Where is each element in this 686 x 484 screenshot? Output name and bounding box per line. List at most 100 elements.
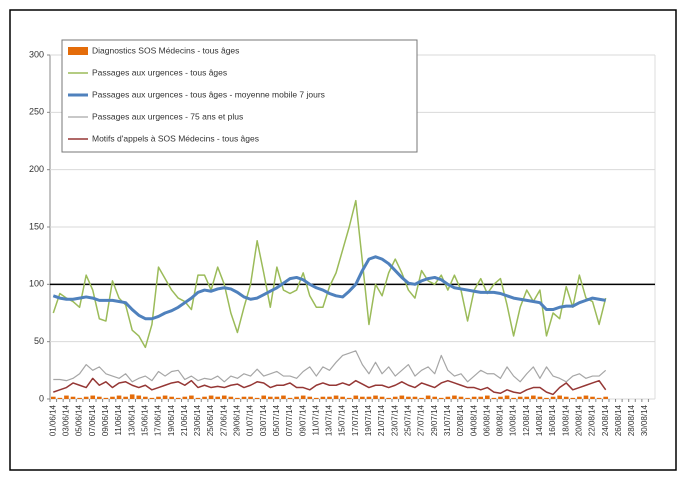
bar (458, 396, 464, 399)
bar (471, 396, 477, 399)
bar (577, 396, 582, 399)
bar (583, 395, 589, 399)
x-tick-label: 17/07/14 (351, 404, 360, 436)
bar (531, 395, 536, 399)
x-tick-label: 22/08/14 (588, 404, 597, 436)
bar (373, 395, 378, 399)
bar (419, 397, 424, 399)
bar (274, 396, 280, 399)
bar (406, 396, 411, 399)
bar (491, 397, 497, 399)
bar (432, 396, 438, 399)
line (53, 350, 607, 383)
bar (57, 397, 63, 399)
bar (294, 396, 299, 399)
bar (445, 396, 451, 399)
y-tick-label: 0 (39, 393, 44, 403)
bar (281, 395, 286, 399)
bar (511, 397, 516, 399)
bar (438, 397, 444, 399)
bar (70, 396, 76, 399)
bar (215, 396, 220, 399)
bar (340, 396, 345, 399)
x-tick-label: 20/08/14 (574, 404, 583, 436)
bar (123, 396, 128, 399)
y-tick-label: 300 (29, 49, 44, 59)
x-tick-label: 31/07/14 (443, 404, 452, 436)
bar (524, 396, 530, 399)
legend-label: Passages aux urgences - tous âges - moye… (92, 89, 325, 99)
x-tick-label: 12/08/14 (522, 404, 531, 436)
bar (129, 394, 135, 399)
x-tick-label: 15/06/14 (140, 404, 149, 436)
bar (603, 396, 608, 399)
bar (136, 395, 142, 399)
bar (208, 395, 214, 399)
bar (465, 397, 470, 399)
bar (267, 396, 273, 399)
x-tick-label: 27/07/14 (417, 404, 426, 436)
x-tick-label: 23/07/14 (390, 404, 399, 436)
bar (563, 396, 569, 399)
x-tick-label: 14/08/14 (535, 404, 544, 436)
bar (195, 397, 201, 399)
y-tick-label: 250 (29, 107, 44, 117)
line (53, 377, 607, 396)
bar (143, 396, 148, 399)
bar (544, 397, 549, 399)
bar (307, 396, 313, 399)
bar (557, 395, 562, 399)
bar (392, 396, 398, 399)
x-tick-label: 19/06/14 (167, 404, 176, 436)
bar (116, 395, 122, 399)
bar (550, 396, 556, 399)
bar (221, 395, 227, 399)
bar (50, 396, 56, 399)
line (52, 199, 607, 349)
x-tick-label: 10/08/14 (509, 404, 518, 436)
bar (97, 396, 102, 399)
bar (498, 396, 503, 399)
bar (162, 395, 168, 399)
x-tick-label: 01/06/14 (48, 404, 57, 436)
legend: Diagnostics SOS Médecins - tous âges Pass… (61, 39, 418, 153)
bar (64, 395, 69, 399)
bar (300, 395, 306, 399)
bar (386, 397, 391, 399)
y-tick-label: 100 (29, 279, 44, 289)
bar (360, 396, 365, 399)
bar (149, 397, 155, 399)
bar (353, 395, 359, 399)
x-tick-label: 11/06/14 (114, 404, 123, 435)
bar (399, 395, 405, 399)
y-tick-label: 200 (29, 164, 44, 174)
x-tick-label: 05/06/14 (75, 404, 84, 436)
bar (590, 396, 595, 399)
bar (504, 395, 510, 399)
x-tick-label: 07/06/14 (88, 404, 97, 436)
x-tick-label: 29/06/14 (233, 404, 242, 436)
bar (485, 395, 490, 399)
bar (90, 395, 96, 399)
y-tick-label: 150 (29, 221, 44, 231)
legend-box (61, 39, 418, 153)
bar (478, 396, 484, 399)
x-tick-label: 16/08/14 (548, 404, 557, 436)
x-tick-label: 08/08/14 (496, 404, 505, 436)
bar (202, 396, 207, 399)
legend-label: Motifs d'appels à SOS Médecins - tous âg… (92, 133, 259, 143)
x-tick-label: 02/08/14 (456, 404, 465, 436)
bar (570, 397, 576, 399)
bar (517, 396, 523, 399)
x-tick-label: 13/06/14 (127, 404, 136, 436)
bar (425, 395, 431, 399)
bar (320, 396, 326, 399)
bar (248, 396, 253, 399)
x-tick-label: 25/07/14 (404, 404, 413, 436)
legend-label: Passages aux urgences - 75 ans et plus (92, 111, 243, 121)
bar (83, 396, 89, 399)
bar (169, 396, 174, 399)
bar (327, 396, 332, 399)
bar (333, 395, 339, 399)
